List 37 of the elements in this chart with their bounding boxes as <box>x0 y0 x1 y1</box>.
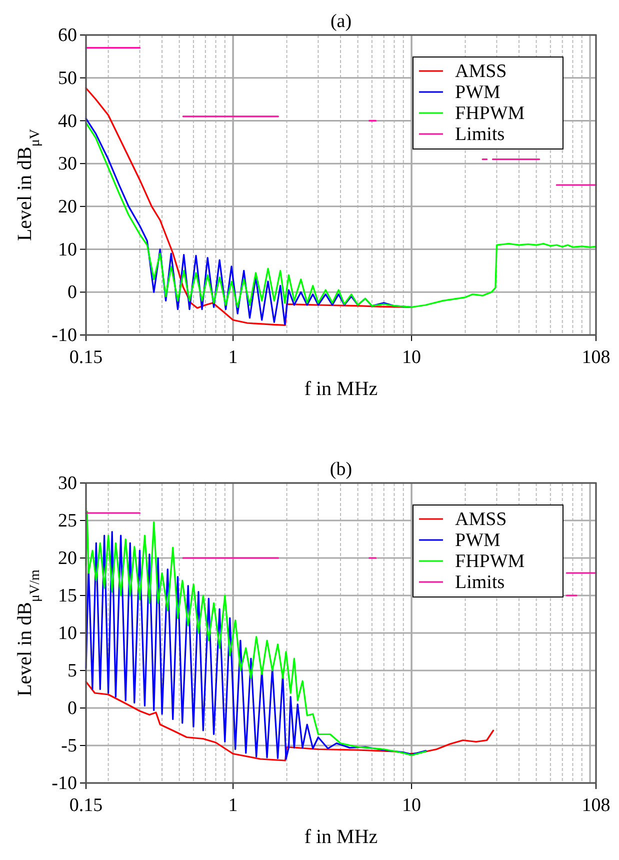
x-tick-label: 10 <box>402 347 422 368</box>
y-tick-label: -10 <box>52 773 77 794</box>
legend-label: Limits <box>455 572 505 593</box>
legend-label: AMSS <box>455 509 507 530</box>
y-tick-label: 15 <box>58 586 77 607</box>
legend-label: FHPWM <box>455 103 525 124</box>
y-tick-label: 0 <box>68 282 77 304</box>
y-tick-label: 5 <box>68 660 77 682</box>
x-axis-title: f in MHz <box>304 378 378 400</box>
legend-label: PWM <box>455 82 500 103</box>
chart-title: (a) <box>330 11 352 32</box>
y-tick-label: 20 <box>58 548 77 570</box>
x-axis-title: f in MHz <box>304 826 378 848</box>
legend-label: AMSS <box>455 61 507 82</box>
y-tick-label: 40 <box>58 110 77 132</box>
y-tick-label: -5 <box>61 736 77 757</box>
y-tick-label: 20 <box>58 196 77 218</box>
chart-title: (b) <box>330 459 352 480</box>
y-tick-label: 10 <box>58 623 77 644</box>
x-tick-label: 0.15 <box>69 347 103 368</box>
legend-label: Limits <box>455 124 505 145</box>
legend-label: PWM <box>455 530 500 551</box>
legend-label: FHPWM <box>455 551 525 572</box>
y-tick-label: -10 <box>52 325 77 346</box>
y-tick-label: 30 <box>58 154 77 175</box>
x-tick-label: 1 <box>228 795 238 816</box>
x-tick-label: 1 <box>228 347 238 368</box>
x-tick-label: 108 <box>582 795 610 816</box>
x-tick-label: 108 <box>582 347 610 368</box>
y-tick-label: 30 <box>58 473 77 494</box>
y-tick-label: 50 <box>58 68 77 89</box>
x-tick-label: 10 <box>402 795 422 816</box>
y-tick-label: 25 <box>58 510 77 532</box>
y-tick-label: 0 <box>68 698 77 720</box>
x-tick-label: 0.15 <box>69 795 103 816</box>
y-tick-label: 10 <box>58 239 77 260</box>
y-tick-label: 60 <box>58 25 77 46</box>
